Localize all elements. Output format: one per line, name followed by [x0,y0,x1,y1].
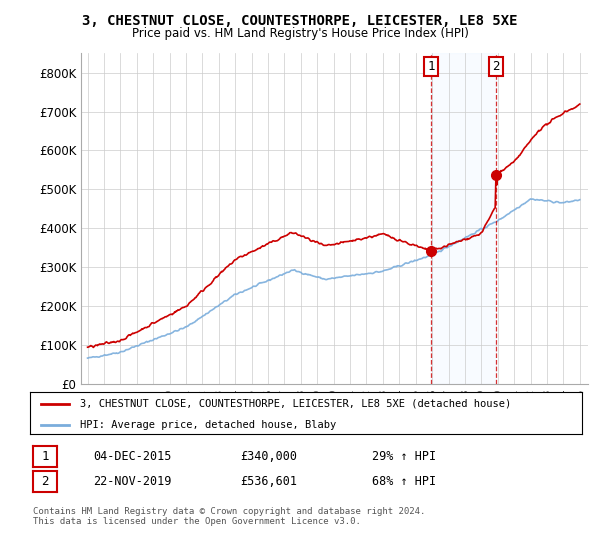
Text: £340,000: £340,000 [240,450,297,463]
Text: HPI: Average price, detached house, Blaby: HPI: Average price, detached house, Blab… [80,420,336,430]
Text: Contains HM Land Registry data © Crown copyright and database right 2024.
This d: Contains HM Land Registry data © Crown c… [33,507,425,526]
Text: 3, CHESTNUT CLOSE, COUNTESTHORPE, LEICESTER, LE8 5XE: 3, CHESTNUT CLOSE, COUNTESTHORPE, LEICES… [82,14,518,28]
Text: 68% ↑ HPI: 68% ↑ HPI [372,475,436,488]
Text: 29% ↑ HPI: 29% ↑ HPI [372,450,436,463]
Bar [431,53,496,384]
Text: Price paid vs. HM Land Registry's House Price Index (HPI): Price paid vs. HM Land Registry's House … [131,27,469,40]
Text: 22-NOV-2019: 22-NOV-2019 [93,475,172,488]
Text: 2: 2 [41,475,49,488]
Text: 2: 2 [493,60,500,73]
Text: 1: 1 [427,60,434,73]
Text: 04-DEC-2015: 04-DEC-2015 [93,450,172,463]
Text: 3, CHESTNUT CLOSE, COUNTESTHORPE, LEICESTER, LE8 5XE (detached house): 3, CHESTNUT CLOSE, COUNTESTHORPE, LEICES… [80,399,511,409]
Text: 1: 1 [41,450,49,463]
Text: £536,601: £536,601 [240,475,297,488]
